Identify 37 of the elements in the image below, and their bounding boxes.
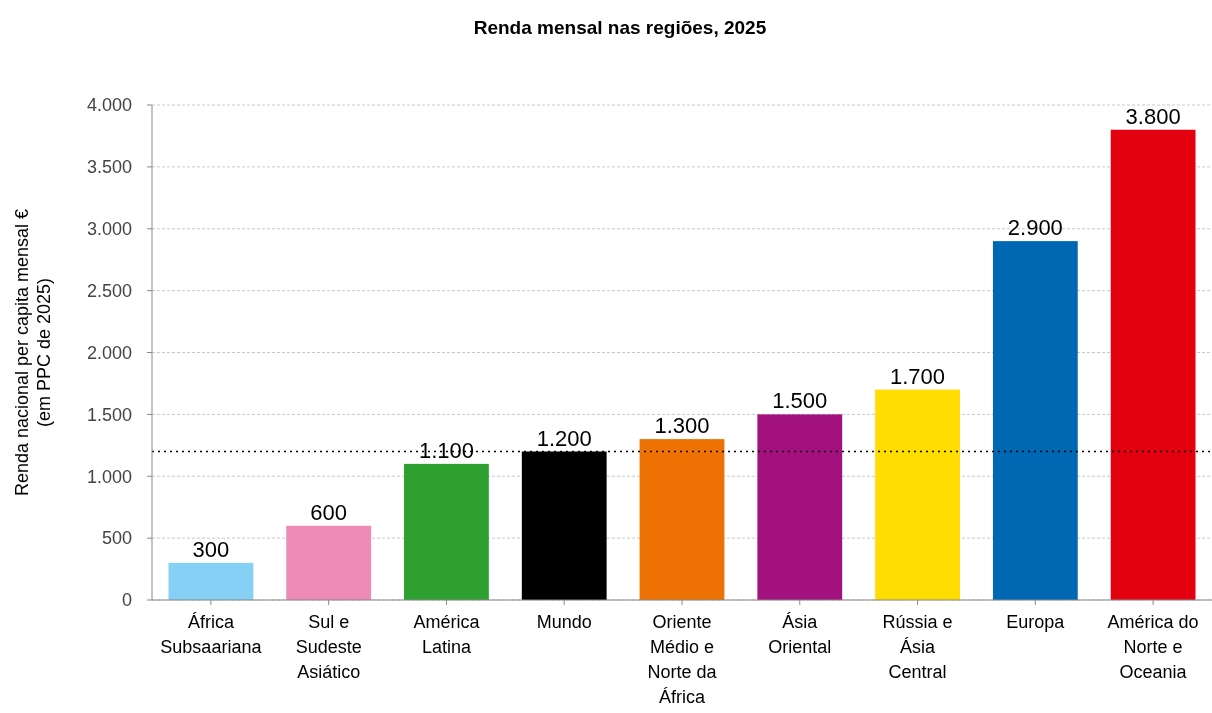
data-label: 300 — [192, 536, 230, 562]
y-tick-label: 3.500 — [86, 157, 132, 178]
x-tick-label: América Latina — [413, 612, 481, 657]
x-tick-label: Sul e Sudeste Asiático — [295, 612, 362, 682]
bar — [286, 525, 372, 600]
data-label: 1.300 — [654, 413, 710, 439]
data-label: 2.900 — [1007, 215, 1063, 241]
y-tick-label: 500 — [101, 528, 132, 549]
bar — [404, 463, 489, 600]
data-label: 1.700 — [890, 363, 946, 389]
y-tick-label: 3.000 — [86, 219, 132, 240]
bar — [1110, 129, 1196, 600]
data-label: 1.500 — [772, 388, 828, 414]
y-tick-label: 0 — [121, 590, 132, 611]
bar — [757, 414, 843, 600]
chart-title: Renda mensal nas regiões, 2025 — [473, 17, 767, 38]
data-label: 1.200 — [536, 425, 592, 451]
x-tick-label: Mundo — [536, 612, 592, 632]
y-axis-title: Renda nacional per capita mensal € (em PPC de 2025) — [12, 208, 54, 497]
y-tick-label: 1.500 — [86, 404, 132, 425]
data-label: 3.800 — [1125, 103, 1181, 129]
y-tick-label: 2.500 — [86, 280, 132, 301]
x-tick-label: América do Norte e Oceania — [1107, 612, 1199, 682]
x-tick-label: Rússia e Ásia Central — [882, 612, 953, 682]
y-tick-label: 1.000 — [86, 466, 132, 487]
bar — [875, 389, 960, 600]
bar — [168, 562, 254, 600]
y-tick-label: 2.000 — [86, 342, 132, 363]
x-tick-label: África Subsaariana — [160, 612, 263, 657]
bar — [992, 241, 1078, 600]
x-tick-label: Ásia Oriental — [768, 612, 832, 657]
data-label: 600 — [310, 499, 348, 525]
data-label: 1.100 — [418, 437, 474, 463]
y-tick-label: 4.000 — [86, 95, 132, 116]
x-tick-label: Europa — [1006, 612, 1066, 632]
bar — [639, 439, 725, 600]
x-tick-label: Oriente Médio e Norte da África — [647, 612, 718, 707]
